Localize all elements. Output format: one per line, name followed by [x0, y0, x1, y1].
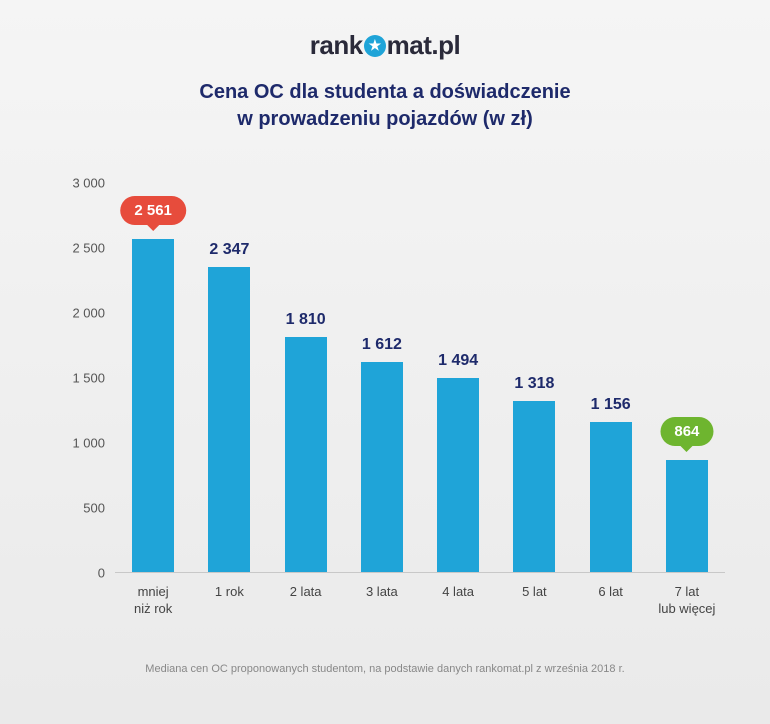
- x-tick-label: 7 latlub więcej: [658, 584, 715, 618]
- bar-value-label: 1 318: [514, 375, 554, 393]
- x-tick-label: 4 lata: [442, 584, 474, 601]
- bar: 1 810: [285, 337, 327, 572]
- x-tick-label: 3 lata: [366, 584, 398, 601]
- y-tick-label: 2 000: [40, 306, 105, 321]
- y-tick-label: 500: [40, 501, 105, 516]
- y-tick-label: 1 500: [40, 371, 105, 386]
- logo-prefix: rank: [310, 30, 363, 60]
- bar-value-label: 1 156: [591, 396, 631, 414]
- bar-value-label: 1 494: [438, 352, 478, 370]
- x-tick-label: mniejniż rok: [134, 584, 172, 618]
- y-tick-label: 2 500: [40, 241, 105, 256]
- x-tick-label: 2 lata: [290, 584, 322, 601]
- value-badge: 2 561: [120, 196, 186, 225]
- value-badge: 864: [660, 417, 713, 446]
- bar-chart: 2 561 mniejniż rok 2 347 1 rok 1 810 2 lata 1 …: [40, 183, 730, 633]
- bar: 1 156: [590, 422, 632, 572]
- y-tick-label: 3 000: [40, 176, 105, 191]
- bar: 1 318: [513, 401, 555, 572]
- bar-value-label: 1 810: [286, 311, 326, 329]
- bar: 2 561: [132, 239, 174, 572]
- logo: rank mat.pl: [40, 30, 730, 61]
- title-line-2: w prowadzeniu pojazdów (w zł): [40, 106, 730, 133]
- logo-suffix: mat.pl: [387, 30, 461, 60]
- y-tick-label: 1 000: [40, 436, 105, 451]
- y-tick-label: 0: [40, 566, 105, 581]
- bar-value-label: 1 612: [362, 336, 402, 354]
- x-tick-label: 1 rok: [215, 584, 244, 601]
- x-tick-label: 5 lat: [522, 584, 547, 601]
- chart-title: Cena OC dla studenta a doświadczenie w p…: [40, 79, 730, 133]
- bar-value-label: 2 347: [209, 241, 249, 259]
- plot-area: 2 561mniejniż rok2 3471 rok1 8102 lata1 …: [115, 183, 725, 573]
- bar: 2 347: [208, 267, 250, 572]
- bar: 1 494: [437, 378, 479, 572]
- chart-container: rank mat.pl Cena OC dla studenta a doświa…: [0, 0, 770, 724]
- footnote: Mediana cen OC proponowanych studentom, …: [40, 663, 730, 675]
- bar: 1 612: [361, 362, 403, 572]
- bar: 864: [666, 460, 708, 572]
- title-line-1: Cena OC dla studenta a doświadczenie: [40, 79, 730, 106]
- x-tick-label: 6 lat: [598, 584, 623, 601]
- star-icon: [364, 35, 386, 57]
